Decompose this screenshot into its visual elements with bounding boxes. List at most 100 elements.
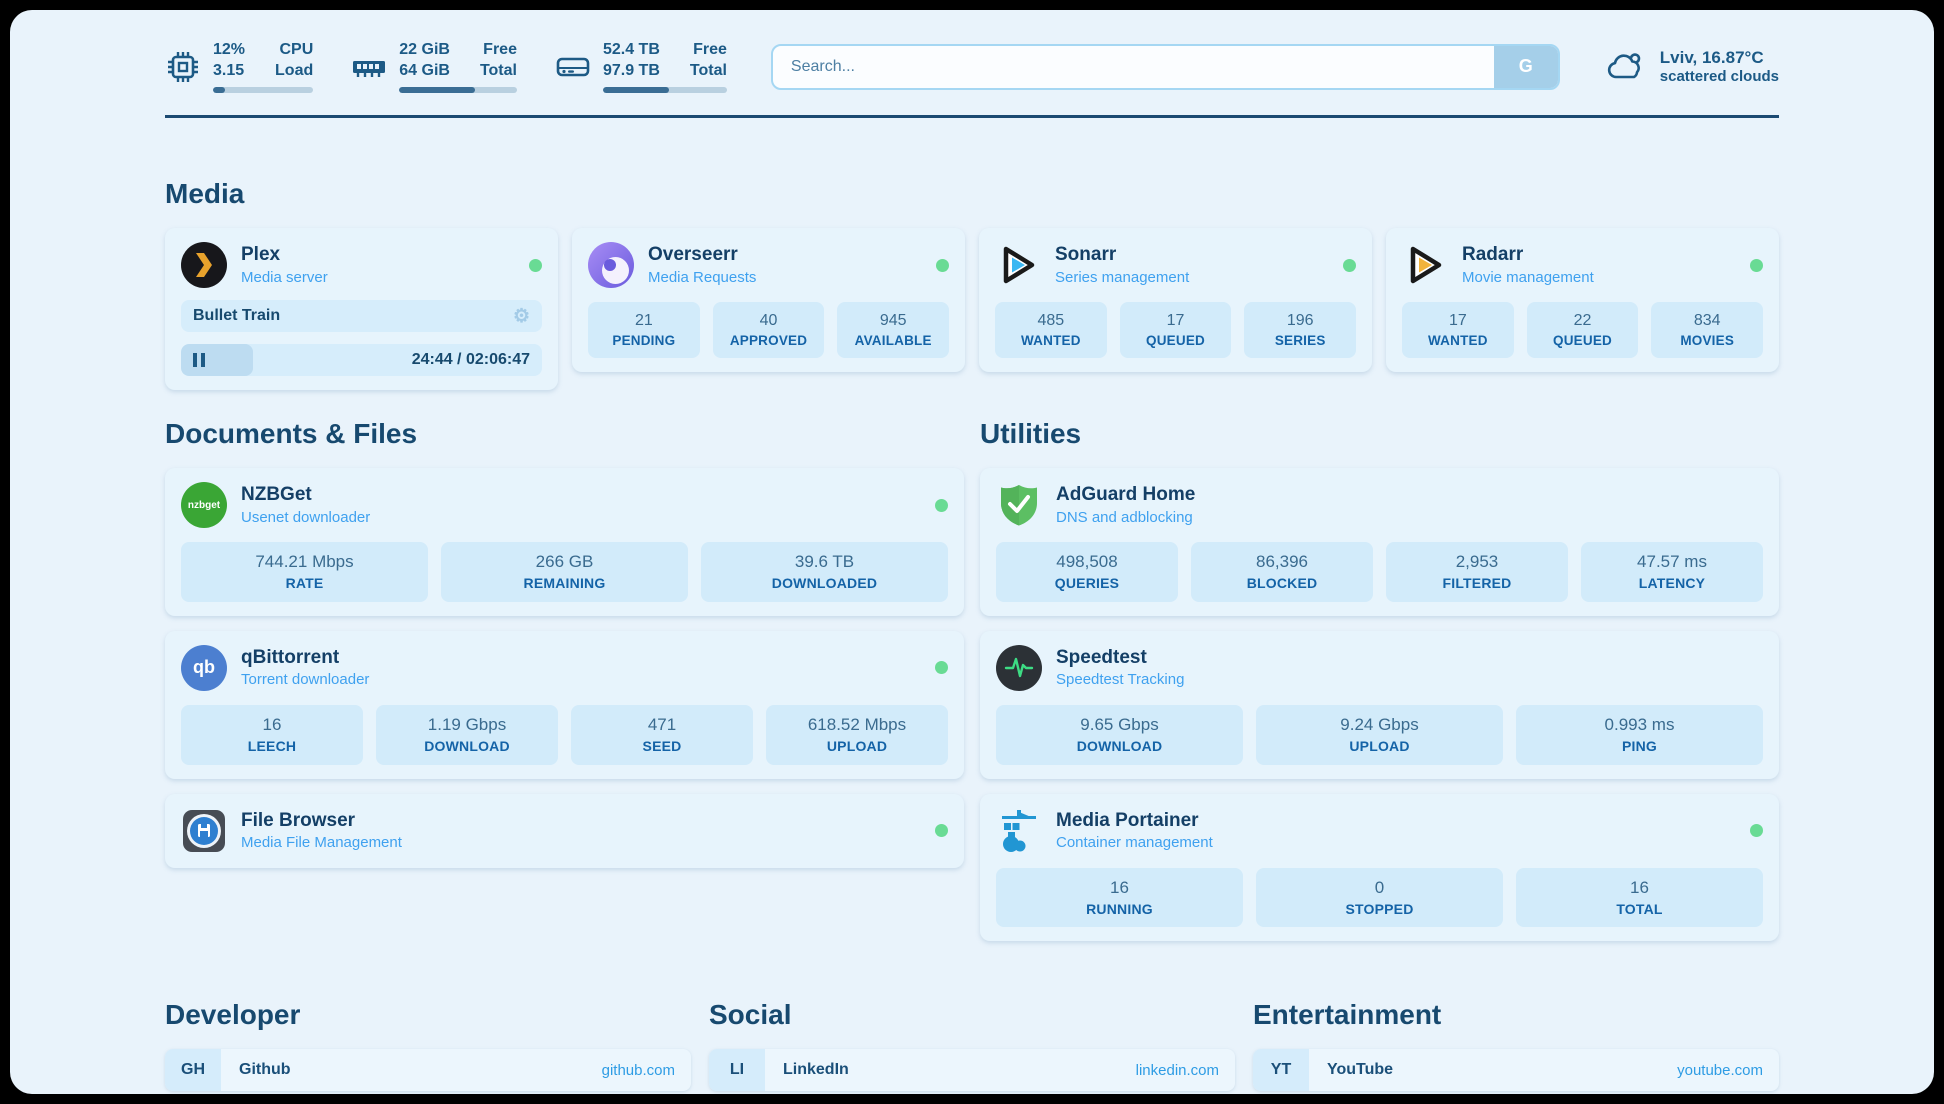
stat-download: 1.19 Gbps DOWNLOAD [376,704,558,765]
stat-ping: 0.993 ms PING [1516,704,1763,765]
stat-value: 0 [1374,877,1385,897]
stat-total: 16 TOTAL [1516,867,1763,928]
sonarr-icon [995,242,1041,288]
link-github[interactable]: GH Github github.com [165,1049,691,1092]
card-title: Media Portainer [1056,809,1199,831]
filebrowser-icon [181,808,227,854]
disk-progress-track [602,87,727,93]
stat-upload: 9.24 Gbps UPLOAD [1256,704,1503,765]
status-dot [936,258,949,272]
stat-value: 86,396 [1256,552,1308,571]
card-subtitle: Media server [241,268,328,286]
card-subtitle: Container management [1056,834,1213,852]
radarr-icon [1402,242,1448,288]
stat-value: 266 GB [535,552,594,571]
playback-progress-fill [181,344,254,376]
stat-label: LEECH [247,737,297,754]
entertainment-section: Entertainment YT YouTube youtube.com NF … [1253,999,1779,1094]
ram-progress-fill [399,87,475,93]
card-title: qBittorrent [241,646,340,668]
card-speedtest[interactable]: Speedtest Speedtest Tracking 9.65 Gbps D… [980,630,1779,779]
section-heading-media: Media [165,178,245,209]
section-heading-utilities: Utilities [980,418,1082,449]
ram-free: 22 GiB [399,41,450,58]
stat-label: AVAILABLE [854,332,932,348]
stat-value: 9.65 Gbps [1080,714,1159,734]
status-dot [935,824,948,838]
cpu-label-bottom: Load [275,62,314,79]
disk-progress-fill [602,87,669,93]
cpu-progress-track [213,87,314,93]
stat-wanted: 485 WANTED [995,302,1107,358]
card-adguard[interactable]: AdGuard Home DNS and adblocking 498,508 … [980,468,1779,616]
stat-value: 16 [1110,877,1129,897]
adguard-icon [996,482,1042,528]
stat-label: UPLOAD [826,737,888,754]
status-dot [935,498,948,512]
stat-label: DOWNLOAD [424,737,510,754]
link-linkedin[interactable]: LI LinkedIn linkedin.com [709,1049,1235,1092]
section-heading-developer: Developer [165,999,301,1031]
card-overseerr[interactable]: Overseerr Media Requests 21 PENDING 40 A… [572,228,965,372]
stat-downloaded: 39.6 TB DOWNLOADED [701,542,948,602]
stat-value: 1.19 Gbps [427,714,507,734]
stat-queries: 498,508 QUERIES [996,542,1178,602]
header-divider [165,115,1779,118]
stat-value: 2,953 [1455,552,1499,571]
ram-label-top: Free [483,41,517,58]
search-bar[interactable]: G [770,43,1560,90]
search-input[interactable] [772,45,1494,88]
stat-wanted: 17 WANTED [1402,302,1514,358]
link-name: Github [239,1061,291,1079]
section-heading-entertainment: Entertainment [1253,999,1442,1031]
disk-label-top: Free [693,41,727,58]
card-title: NZBGet [241,483,312,505]
card-title: Overseerr [648,243,738,265]
documents-column: Documents & Files nzbget NZBGet Usenet d… [165,418,964,868]
card-nzbget[interactable]: nzbget NZBGet Usenet downloader 744.21 M… [165,468,964,616]
ram-progress-track [399,87,517,93]
stat-running: 16 RUNNING [996,867,1243,928]
now-playing-row: Bullet Train ⚙ [181,300,542,332]
stat-approved: 40 APPROVED [712,302,825,358]
card-filebrowser[interactable]: File Browser Media File Management [165,793,964,868]
stat-label: QUEUED [1553,332,1612,348]
stat-value: 16 [262,714,282,734]
stat-blocked: 86,396 BLOCKED [1191,542,1373,602]
stat-upload: 618.52 Mbps UPLOAD [766,704,948,765]
stat-remaining: 266 GB REMAINING [441,542,688,602]
disk-icon [556,57,590,76]
stat-value: 485 [1037,312,1065,329]
stat-value: 40 [759,312,778,329]
search-engine-button[interactable]: G [1493,45,1558,88]
link-youtube[interactable]: YT YouTube youtube.com [1253,1049,1779,1092]
link-url[interactable]: linkedin.com [1135,1061,1219,1079]
stat-label: QUEUED [1146,332,1205,348]
speedtest-icon [996,644,1042,691]
stat-label: TOTAL [1616,900,1663,917]
card-subtitle: Series management [1055,268,1190,286]
stat-label: LATENCY [1638,574,1706,591]
stat-filtered: 2,953 FILTERED [1386,542,1568,602]
card-subtitle: Torrent downloader [241,671,370,689]
card-sonarr[interactable]: Sonarr Series management 485 WANTED 17 Q… [979,228,1372,372]
card-subtitle: Media Requests [648,268,757,286]
link-url[interactable]: github.com [601,1061,675,1079]
section-heading-documents: Documents & Files [165,418,418,449]
card-qbittorrent[interactable]: qb qBittorrent Torrent downloader 16 LEE… [165,630,964,779]
card-subtitle: DNS and adblocking [1056,508,1193,526]
weather-location-temp: Lviv, 16.87°C [1659,48,1764,67]
ram-total: 64 GiB [399,62,450,79]
stat-queued: 17 QUEUED [1119,302,1232,358]
card-plex[interactable]: Plex Media server Bullet Train ⚙ 24:44 /… [165,228,558,390]
stat-value: 471 [647,714,677,734]
card-portainer[interactable]: Media Portainer Container management 16 … [980,793,1779,942]
stat-label: STOPPED [1345,900,1414,917]
link-badge: YT [1253,1049,1309,1092]
stat-download: 9.65 Gbps DOWNLOAD [996,704,1243,765]
card-radarr[interactable]: Radarr Movie management 17 WANTED 22 QUE… [1386,228,1779,372]
overseerr-icon [588,242,634,288]
cpu-label-top: CPU [279,41,314,58]
link-url[interactable]: youtube.com [1677,1061,1763,1079]
